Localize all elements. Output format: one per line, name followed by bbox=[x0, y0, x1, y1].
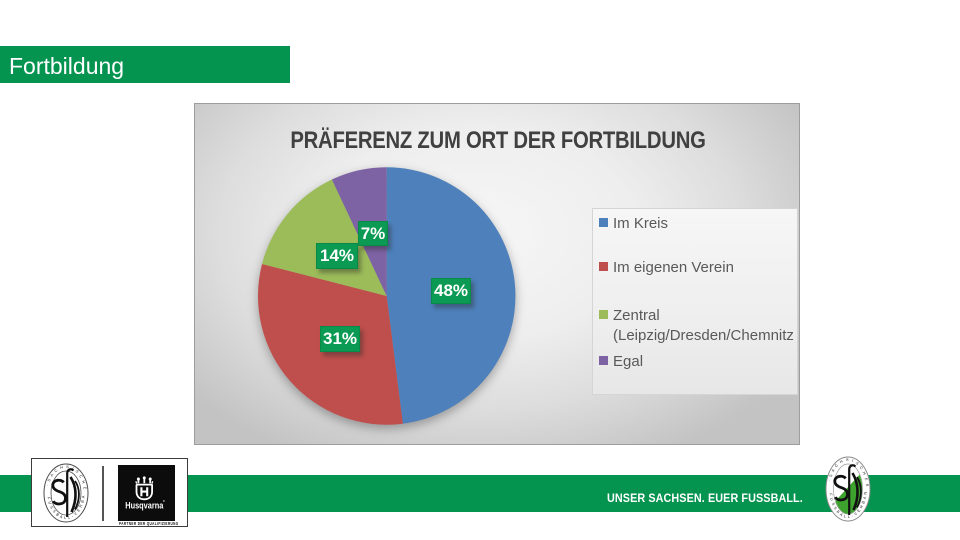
svg-text:Husqvarna: Husqvarna bbox=[125, 499, 164, 510]
